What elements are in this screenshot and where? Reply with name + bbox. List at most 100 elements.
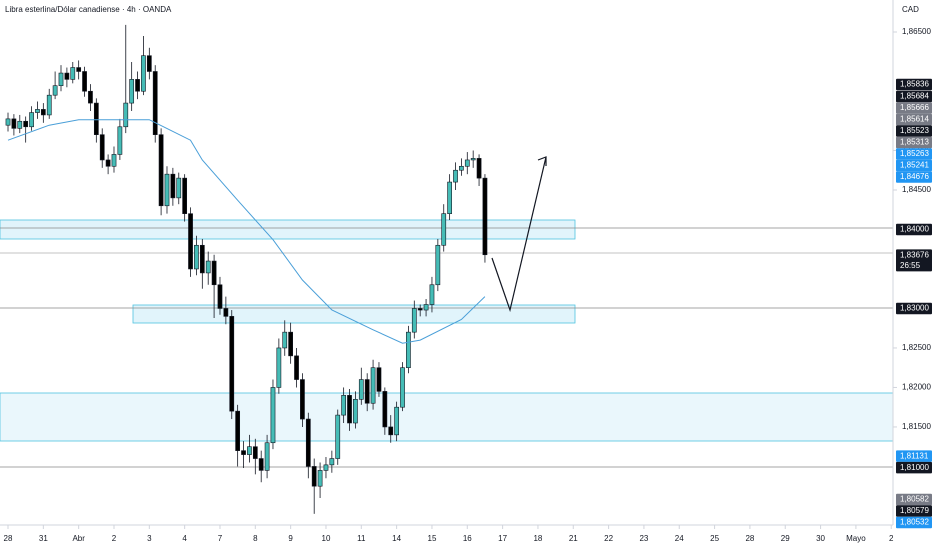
price-label: 1,80532 [900, 518, 929, 527]
candle-body [23, 120, 29, 128]
candle-body [76, 67, 82, 72]
candle-body [270, 387, 276, 444]
candle-body [176, 177, 182, 199]
x-tick-label: 2 [889, 534, 894, 543]
candle-body [323, 464, 329, 471]
x-tick-label: 14 [392, 534, 401, 543]
price-label: 1,84000 [900, 225, 929, 234]
price-label-bg [896, 505, 932, 517]
price-label: 1,81000 [900, 463, 929, 472]
zone [132, 304, 576, 324]
candle-body [141, 55, 146, 92]
candle-body [429, 284, 435, 305]
price-label-bg [896, 136, 932, 149]
price-label-bg [896, 302, 932, 315]
candle-body [435, 244, 441, 286]
x-tick-label: 2 [112, 534, 117, 543]
candle-body [329, 458, 335, 466]
price-label-bg [896, 171, 932, 183]
candle-body [158, 134, 164, 207]
candle-body [194, 244, 199, 270]
x-tick-label: Mayo [846, 534, 866, 543]
candle-body [223, 308, 229, 317]
price-label: 1,85666 [900, 103, 929, 112]
candle-body [123, 102, 129, 128]
candle-body [105, 159, 111, 167]
candle-body [199, 244, 205, 274]
y-tick-label: 1,84500 [902, 185, 931, 194]
candle-body [58, 72, 64, 87]
price-label-bg [896, 461, 932, 474]
candle-body [411, 308, 417, 333]
candle-body [70, 67, 76, 80]
candle-body [182, 177, 188, 214]
x-tick-label: 30 [816, 534, 825, 543]
zone [0, 392, 894, 442]
candle-body [29, 112, 34, 128]
y-tick-label: 1,82500 [902, 343, 931, 352]
candle-body [35, 109, 40, 113]
chart-title: Libra esterlina/Dólar canadiense · 4h · … [5, 5, 172, 14]
y-tick-label: 1,82000 [902, 383, 931, 392]
candle-body [64, 72, 70, 80]
candle-body [476, 158, 482, 179]
price-label-bg [896, 113, 932, 126]
price-label: 1,85263 [900, 149, 929, 158]
price-label-bg [896, 516, 932, 529]
price-label: 1,80579 [900, 506, 929, 515]
candle-body [264, 442, 270, 471]
y-tick-label: 1,86500 [902, 27, 931, 36]
candle-body [317, 470, 323, 487]
x-tick-label: 31 [39, 534, 48, 543]
candle-body [117, 126, 123, 155]
candle-body [229, 316, 235, 412]
candle-body [46, 94, 52, 116]
candle-body [358, 379, 364, 400]
price-label: 1,83676 [900, 250, 929, 259]
arrow-head [537, 156, 547, 166]
candle-body [388, 426, 394, 436]
candle-body [276, 347, 282, 388]
candle-body [146, 55, 152, 72]
candle-body [453, 169, 458, 183]
x-tick-label: Abr [72, 534, 85, 543]
x-tick-label: 8 [253, 534, 258, 543]
x-tick-label: 10 [322, 534, 331, 543]
price-label-bg [896, 493, 932, 506]
candle-body [52, 85, 58, 96]
price-label: 1,85614 [900, 115, 929, 124]
moving-average [7, 119, 486, 344]
candle-body [211, 260, 217, 286]
candle-body [129, 79, 135, 104]
candle-body [40, 109, 46, 116]
x-tick-label: 21 [569, 534, 578, 543]
candle-body [459, 165, 464, 171]
candle-body [311, 466, 317, 487]
zone [0, 219, 576, 240]
price-label-bg [896, 125, 932, 137]
price-label: 1,80582 [900, 495, 929, 504]
candle-body [135, 79, 140, 92]
price-label-bg [896, 249, 932, 272]
x-tick-label: 22 [604, 534, 613, 543]
price-label-timer: 26:55 [900, 261, 921, 270]
candle-body [241, 450, 246, 455]
price-label-bg [896, 102, 932, 114]
x-tick-label: 17 [498, 534, 507, 543]
currency-label: CAD [902, 5, 919, 14]
candle-body [370, 367, 376, 404]
x-tick-label: 28 [745, 534, 754, 543]
candle-body [17, 120, 23, 129]
candle-body [305, 418, 311, 467]
candle-body [93, 102, 99, 135]
candle-body [400, 367, 405, 408]
candle-body [376, 367, 382, 392]
candle-body [394, 406, 399, 436]
candle-body [205, 260, 211, 274]
candle-body [482, 177, 488, 256]
price-label-bg [896, 148, 932, 160]
candle-body [111, 154, 117, 167]
candle-body [11, 118, 17, 129]
price-label-bg [896, 78, 932, 91]
